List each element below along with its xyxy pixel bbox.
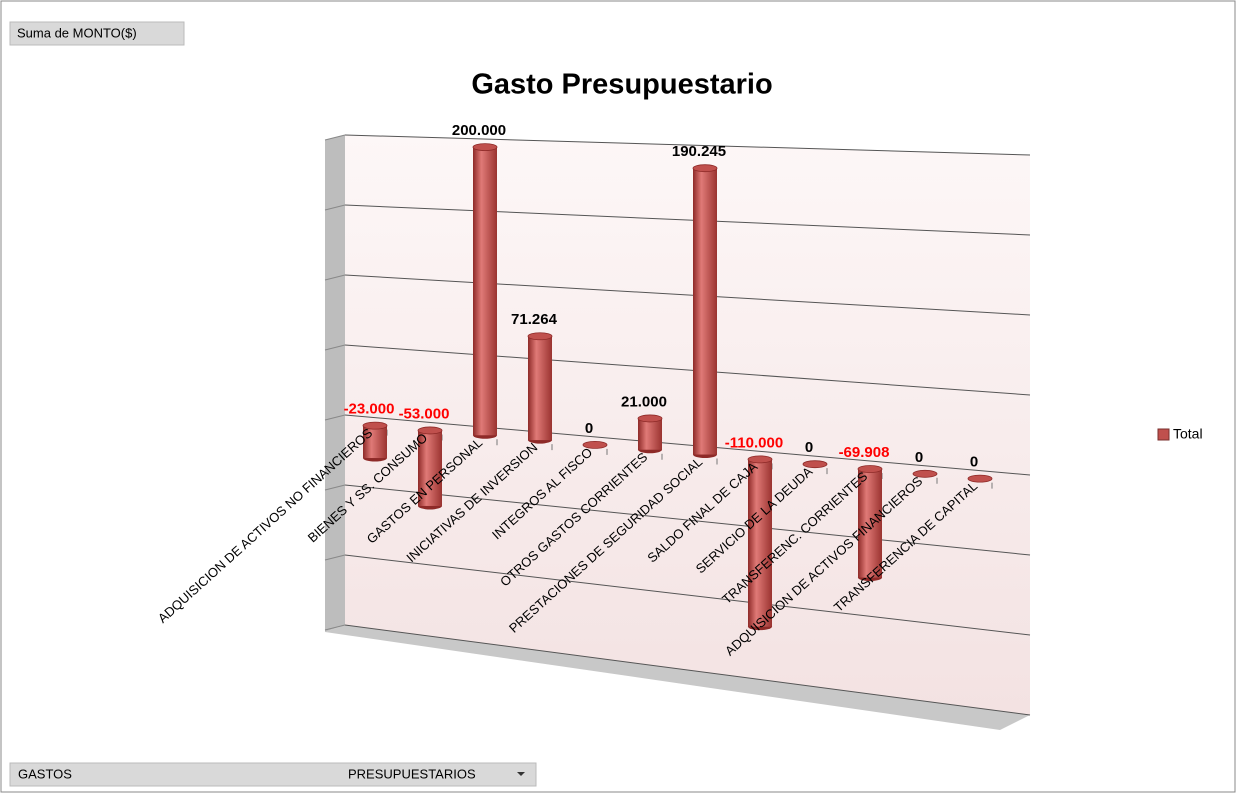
bar-top: [637, 414, 663, 423]
filter-value: PRESUPUESTARIOS: [348, 766, 476, 781]
side-wall: [325, 135, 345, 632]
bar-top: [967, 474, 993, 483]
bar: [473, 147, 497, 436]
data-label: 200.000: [452, 122, 506, 139]
dropdown-arrow[interactable]: [517, 772, 525, 776]
bar-top: [692, 164, 718, 173]
side-grid-line: [324, 134, 346, 141]
bar: [528, 336, 552, 441]
back-wall: [345, 135, 1030, 715]
side-grid-line: [324, 344, 346, 351]
grid-line: [344, 274, 1031, 316]
grid-line: [344, 484, 1031, 556]
side-grid-line: [324, 204, 346, 211]
bar-top: [747, 455, 773, 464]
filter-bar[interactable]: [9, 762, 537, 787]
chart-title: Gasto Presupuestario: [471, 69, 772, 101]
bar: [858, 468, 882, 578]
side-grid-line: [324, 414, 346, 421]
bar-top: [582, 440, 608, 449]
legend-label: Total: [1173, 426, 1203, 442]
grid-line: [344, 554, 1031, 636]
grid-line: [344, 624, 1031, 716]
grid-line: [344, 134, 1031, 156]
side-grid-line: [324, 554, 346, 561]
bar: [638, 418, 662, 450]
grid-line: [344, 344, 1031, 396]
bar: [748, 459, 772, 627]
pivot-button[interactable]: [9, 21, 185, 46]
bar: [693, 168, 717, 455]
data-label: -53.000: [399, 405, 450, 422]
data-label: 0: [805, 439, 813, 456]
bar-top: [912, 469, 938, 478]
bar-top: [417, 426, 443, 435]
data-label: -110.000: [725, 434, 783, 451]
bar-top: [472, 143, 498, 151]
bar-top: [362, 421, 388, 430]
data-label: -69.908: [839, 444, 890, 461]
bar-top: [802, 460, 828, 469]
grid-line: [344, 204, 1031, 236]
data-label: 190.245: [672, 143, 726, 160]
data-label: -23.000: [344, 401, 395, 418]
filter-field: GASTOS: [18, 766, 72, 781]
legend-swatch: [1157, 428, 1170, 441]
side-grid-line: [324, 274, 346, 281]
bar: [363, 425, 387, 459]
data-label: 0: [970, 454, 978, 471]
bar-top: [857, 465, 883, 473]
grid-line: [344, 414, 1031, 476]
data-label: 71.264: [511, 311, 558, 328]
pivot-button-label: Suma de MONTO($): [17, 25, 137, 40]
data-label: 0: [585, 420, 593, 437]
side-grid-line: [324, 624, 346, 631]
data-label: 21.000: [621, 393, 667, 410]
data-label: 0: [915, 449, 923, 466]
bar-top: [527, 332, 553, 341]
side-grid-line: [324, 484, 346, 491]
bar: [418, 430, 442, 506]
floor: [325, 625, 1030, 730]
